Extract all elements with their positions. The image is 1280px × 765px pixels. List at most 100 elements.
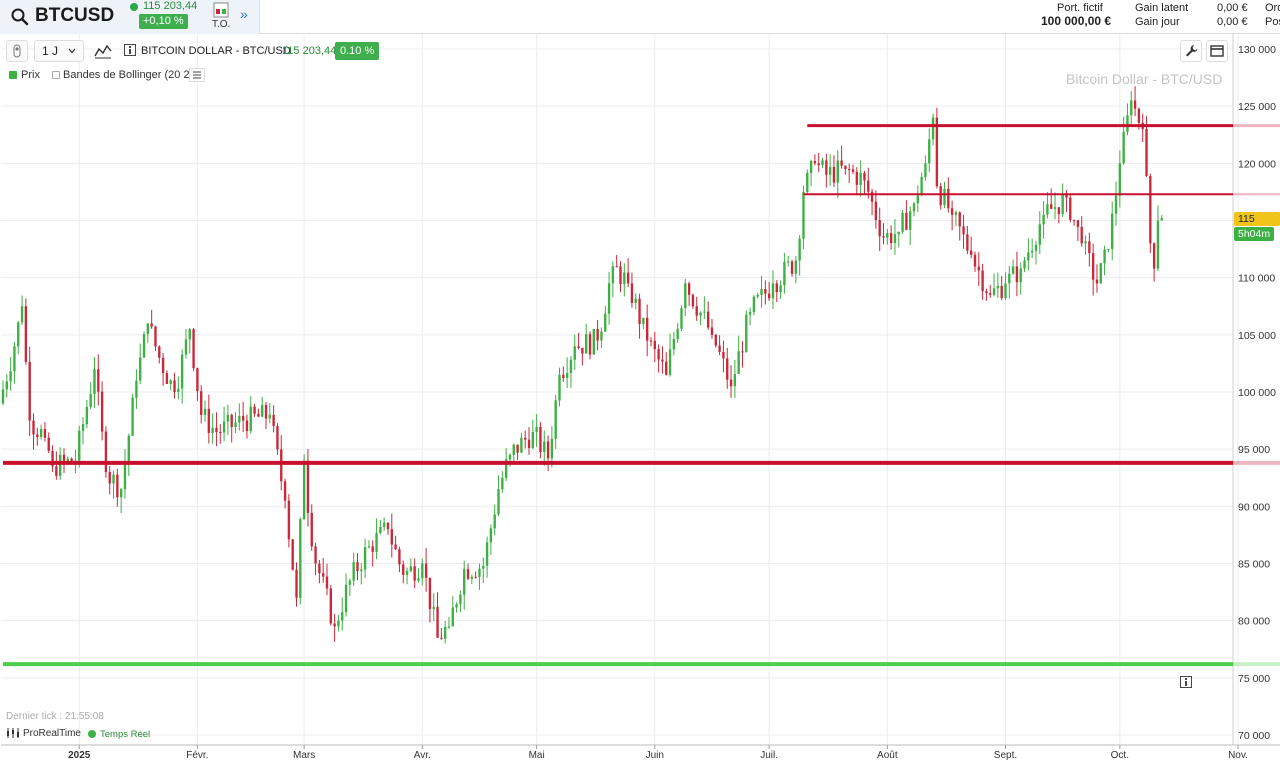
price-legend-label[interactable]: Prix <box>21 69 40 81</box>
candle-up[interactable] <box>642 317 645 324</box>
window-button[interactable] <box>1206 40 1228 62</box>
candle-down[interactable] <box>287 500 291 540</box>
candle-up[interactable] <box>809 160 813 173</box>
candle-down[interactable] <box>958 212 961 227</box>
candle-down[interactable] <box>577 346 580 348</box>
candle-up[interactable] <box>1019 268 1022 283</box>
candle-down[interactable] <box>161 357 165 374</box>
candle-up[interactable] <box>432 606 435 610</box>
candle-up[interactable] <box>676 328 679 340</box>
candle-down[interactable] <box>104 431 108 473</box>
candle-up[interactable] <box>211 427 214 433</box>
candle-down[interactable] <box>695 306 698 316</box>
candle-down[interactable] <box>116 474 119 498</box>
candle-down[interactable] <box>43 429 47 438</box>
candle-up[interactable] <box>1053 207 1057 209</box>
candle-down[interactable] <box>1065 193 1068 198</box>
candle-down[interactable] <box>630 283 634 303</box>
candle-down[interactable] <box>939 186 942 206</box>
candle-down[interactable] <box>832 166 836 183</box>
candle-up[interactable] <box>421 563 424 579</box>
candle-up[interactable] <box>89 394 92 407</box>
candle-down[interactable] <box>687 283 691 295</box>
candle-up[interactable] <box>798 238 801 261</box>
info-icon[interactable] <box>124 44 136 56</box>
candle-down[interactable] <box>882 236 885 238</box>
candle-down[interactable] <box>196 368 199 392</box>
candle-up[interactable] <box>1114 195 1118 214</box>
candle-down[interactable] <box>322 573 325 577</box>
candle-up[interactable] <box>733 374 737 387</box>
candle-down[interactable] <box>36 434 39 437</box>
candle-down[interactable] <box>870 191 874 202</box>
candle-up[interactable] <box>20 306 24 323</box>
candle-down[interactable] <box>615 266 618 268</box>
candle-down[interactable] <box>764 288 767 294</box>
candle-up[interactable] <box>337 620 340 627</box>
candle-down[interactable] <box>722 351 725 359</box>
candle-up[interactable] <box>405 570 409 575</box>
candle-up[interactable] <box>1034 244 1038 251</box>
candle-down[interactable] <box>962 226 965 235</box>
candle-down[interactable] <box>775 283 778 293</box>
candle-up[interactable] <box>497 489 500 515</box>
candle-down[interactable] <box>394 544 397 550</box>
candle-down[interactable] <box>790 261 794 274</box>
order-ticket-icon[interactable] <box>212 2 230 18</box>
candle-down[interactable] <box>691 294 695 307</box>
candle-up[interactable] <box>226 414 230 422</box>
candle-up[interactable] <box>142 334 146 358</box>
candle-up[interactable] <box>478 568 481 577</box>
candle-up[interactable] <box>1030 250 1034 253</box>
candle-up[interactable] <box>112 474 115 484</box>
candle-down[interactable] <box>947 188 950 209</box>
candle-down[interactable] <box>1080 226 1083 244</box>
candle-down[interactable] <box>718 345 721 352</box>
candle-down[interactable] <box>638 298 641 324</box>
candle-down[interactable] <box>192 329 195 369</box>
candle-down[interactable] <box>173 380 176 392</box>
candle-up[interactable] <box>1004 283 1007 299</box>
candle-down[interactable] <box>596 328 599 341</box>
candle-down[interactable] <box>1137 108 1141 123</box>
candle-up[interactable] <box>363 547 367 570</box>
candle-down[interactable] <box>310 512 313 547</box>
candle-down[interactable] <box>851 169 855 172</box>
candle-up[interactable] <box>222 421 226 433</box>
candle-up[interactable] <box>931 117 935 140</box>
candle-up[interactable] <box>123 463 127 490</box>
candle-down[interactable] <box>657 349 660 360</box>
candle-up[interactable] <box>85 406 89 425</box>
candle-down[interactable] <box>619 266 622 285</box>
candle-down[interactable] <box>539 426 542 452</box>
candle-down[interactable] <box>546 441 550 459</box>
candle-up[interactable] <box>779 285 782 293</box>
candle-up[interactable] <box>1107 249 1110 251</box>
candle-down[interactable] <box>390 529 393 545</box>
candle-down[interactable] <box>150 323 153 327</box>
candle-up[interactable] <box>78 430 81 461</box>
candle-down[interactable] <box>844 165 847 170</box>
candle-up[interactable] <box>943 188 946 206</box>
candle-up[interactable] <box>13 346 16 372</box>
candle-up[interactable] <box>771 283 775 299</box>
candle-up[interactable] <box>1042 214 1045 225</box>
candle-down[interactable] <box>154 326 157 347</box>
candle-up[interactable] <box>180 354 184 389</box>
candle-up[interactable] <box>139 357 142 381</box>
candle-up[interactable] <box>558 374 561 401</box>
candle-down[interactable] <box>257 413 260 417</box>
candle-down[interactable] <box>706 311 710 328</box>
candle-up[interactable] <box>1084 241 1087 244</box>
candle-up[interactable] <box>623 272 626 285</box>
candle-down[interactable] <box>253 406 256 414</box>
candle-up[interactable] <box>375 533 378 552</box>
candle-up[interactable] <box>234 422 237 427</box>
plot-area[interactable] <box>1 34 1233 745</box>
candle-up[interactable] <box>748 311 752 315</box>
candle-up[interactable] <box>447 626 451 628</box>
symbol-name[interactable]: BTCUSD <box>35 5 115 26</box>
candle-up[interactable] <box>341 612 344 621</box>
candle-up[interactable] <box>382 522 386 527</box>
candle-up[interactable] <box>238 415 241 423</box>
